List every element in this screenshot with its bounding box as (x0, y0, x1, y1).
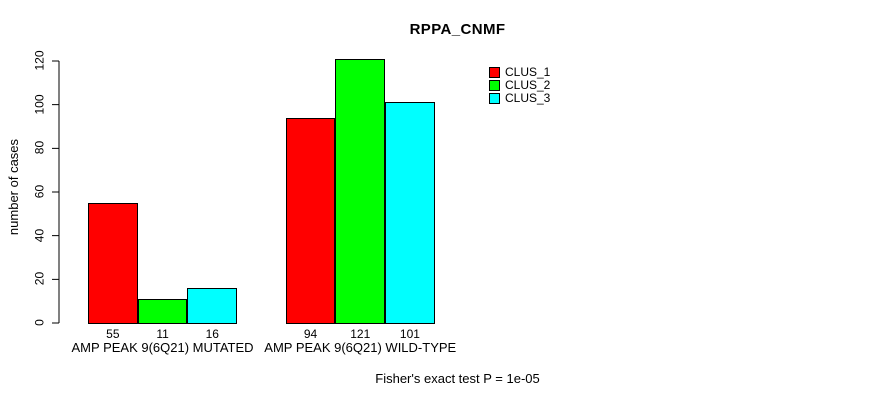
bar-clus_1-wild-type (285, 117, 336, 324)
bar-value-label: 101 (399, 327, 420, 341)
bar-clus_2-mutated (137, 298, 188, 324)
legend-item: CLUS_3 (489, 92, 550, 105)
bar-clus_3-wild-type (385, 102, 435, 324)
bar-value-label: 16 (205, 327, 219, 341)
legend-item: CLUS_1 (489, 66, 550, 79)
legend-swatch-clus_3 (489, 93, 500, 104)
y-tick-label: 120 (32, 50, 47, 71)
legend: CLUS_1 CLUS_2 CLUS_3 (489, 66, 550, 105)
y-tick-label: 40 (32, 228, 47, 242)
y-tick-label: 20 (32, 272, 47, 286)
x-category-label: AMP PEAK 9(6Q21) MUTATED (71, 340, 254, 355)
y-tick-label: 0 (32, 319, 47, 326)
chart-title: RPPA_CNMF (409, 21, 506, 38)
x-category-label: AMP PEAK 9(6Q21) WILD-TYPE (264, 340, 457, 355)
legend-label: CLUS_2 (505, 78, 551, 92)
y-axis-line (52, 60, 60, 324)
legend-label: CLUS_1 (505, 65, 551, 79)
bar-value-label: 55 (106, 327, 120, 341)
y-tick-label: 60 (32, 184, 47, 199)
bar-value-label: 11 (156, 327, 169, 341)
legend-swatch-clus_1 (489, 67, 500, 78)
footnote: Fisher's exact test P = 1e-05 (375, 371, 540, 386)
legend-label: CLUS_3 (505, 91, 551, 105)
bar-clus_1-mutated (88, 202, 138, 324)
legend-item: CLUS_2 (489, 79, 550, 92)
y-tick-label: 100 (32, 94, 47, 115)
bar-clus_3-mutated (187, 288, 238, 324)
bar-clus_2-wild-type (335, 58, 386, 324)
legend-swatch-clus_2 (489, 80, 500, 91)
bar-value-label: 121 (350, 327, 371, 341)
y-tick-label: 80 (32, 141, 47, 155)
bar-value-label: 94 (303, 327, 318, 341)
